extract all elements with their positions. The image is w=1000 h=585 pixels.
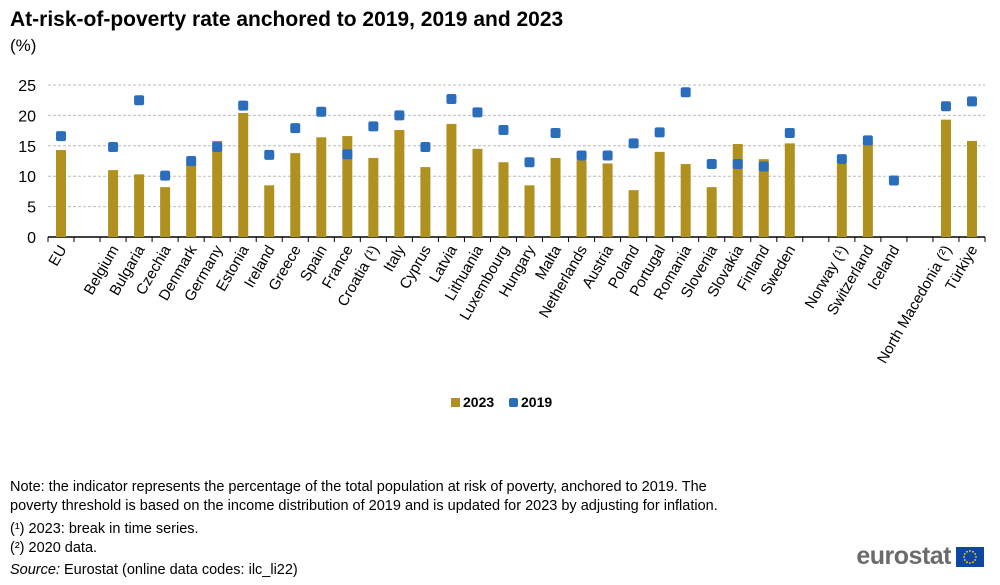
y-tick-label: 20	[18, 108, 36, 125]
bar-2023	[836, 164, 847, 237]
marker-2019	[290, 123, 301, 134]
marker-2019	[56, 131, 67, 142]
marker-2019	[498, 124, 509, 135]
bar-2023	[134, 174, 145, 237]
bar-2023	[368, 157, 379, 237]
bar-2023	[706, 187, 717, 237]
source-text: Eurostat (online data codes: ilc_li22)	[59, 562, 298, 578]
bar-2023	[472, 148, 483, 237]
note-line-1: Note: the indicator represents the perce…	[10, 479, 707, 495]
marker-2019	[836, 154, 847, 165]
marker-2019	[862, 135, 873, 146]
marker-2019	[706, 159, 717, 170]
source-label: Source:	[10, 562, 60, 578]
marker-2019	[446, 93, 457, 104]
x-tick-label: EU	[45, 243, 70, 270]
bar-2023	[186, 164, 197, 237]
marker-2019	[472, 107, 483, 118]
marker-2019	[966, 96, 977, 107]
bar-2023	[498, 162, 509, 237]
eurostat-logo: eurostat	[856, 542, 984, 571]
legend-swatch-2023	[451, 398, 460, 407]
bar-2023	[524, 185, 535, 237]
marker-2019	[186, 156, 197, 166]
marker-2019	[368, 121, 379, 132]
bar-2023	[160, 187, 171, 237]
marker-2019	[602, 150, 613, 161]
source: Source: Eurostat (online data codes: ilc…	[10, 561, 298, 580]
legend-label-2019: 2019	[521, 394, 552, 410]
legend-swatch-2019	[509, 398, 518, 407]
bar-2023	[966, 140, 977, 237]
chart-unit: (%)	[10, 36, 37, 55]
bar-2023	[316, 137, 327, 237]
bar-2023	[940, 119, 951, 237]
bar-2023	[56, 150, 67, 237]
legend-label-2023: 2023	[463, 394, 494, 410]
marker-2019	[212, 142, 223, 153]
y-tick-label: 5	[27, 200, 36, 217]
bar-2023	[784, 143, 795, 237]
marker-2019	[316, 106, 327, 117]
marker-2019	[680, 87, 691, 98]
bar-2023	[264, 185, 275, 237]
bar-2023	[238, 112, 249, 237]
note-line-2: poverty threshold is based on the income…	[10, 498, 718, 514]
bar-2023	[446, 123, 457, 237]
marker-2019	[654, 127, 665, 138]
bar-2023	[680, 164, 691, 237]
marker-2019	[784, 128, 795, 139]
marker-2019	[108, 142, 119, 153]
bar-2023	[628, 190, 639, 237]
bar-2023	[550, 157, 561, 237]
marker-2019	[888, 175, 899, 186]
bar-2023	[342, 136, 353, 237]
bar-2023	[862, 142, 873, 237]
marker-2019	[524, 157, 535, 168]
footnote-1: (¹) 2023: break in time series.	[10, 521, 199, 537]
marker-2019	[940, 101, 951, 112]
bar-2023	[108, 170, 119, 237]
bar-2023	[602, 163, 613, 237]
marker-2019	[238, 100, 249, 111]
footnote-2: (²) 2020 data.	[10, 540, 98, 556]
bar-2023	[654, 151, 665, 237]
y-tick-label: 15	[18, 139, 36, 156]
bar-2023	[732, 143, 743, 237]
bar-2023	[758, 159, 769, 237]
bar-2023	[212, 140, 223, 237]
bar-2023	[394, 129, 405, 237]
marker-2019	[576, 150, 587, 161]
marker-2019	[758, 161, 769, 172]
marker-2019	[628, 138, 639, 149]
marker-2019	[264, 149, 275, 160]
y-tick-label: 10	[18, 169, 36, 186]
marker-2019	[732, 159, 743, 170]
marker-2019	[160, 170, 171, 181]
eu-flag-icon	[956, 546, 984, 567]
y-tick-label: 0	[27, 230, 36, 247]
chart-title: At-risk-of-poverty rate anchored to 2019…	[10, 8, 564, 31]
bar-2023	[290, 153, 301, 237]
marker-2019	[420, 142, 431, 153]
bar-2023	[576, 160, 587, 237]
bar-2023	[420, 167, 431, 237]
marker-2019	[550, 128, 561, 139]
y-tick-label: 25	[18, 78, 36, 95]
marker-2019	[394, 110, 405, 121]
logo-text: eurostat	[856, 542, 951, 570]
marker-2019	[342, 149, 353, 160]
marker-2019	[134, 95, 145, 106]
